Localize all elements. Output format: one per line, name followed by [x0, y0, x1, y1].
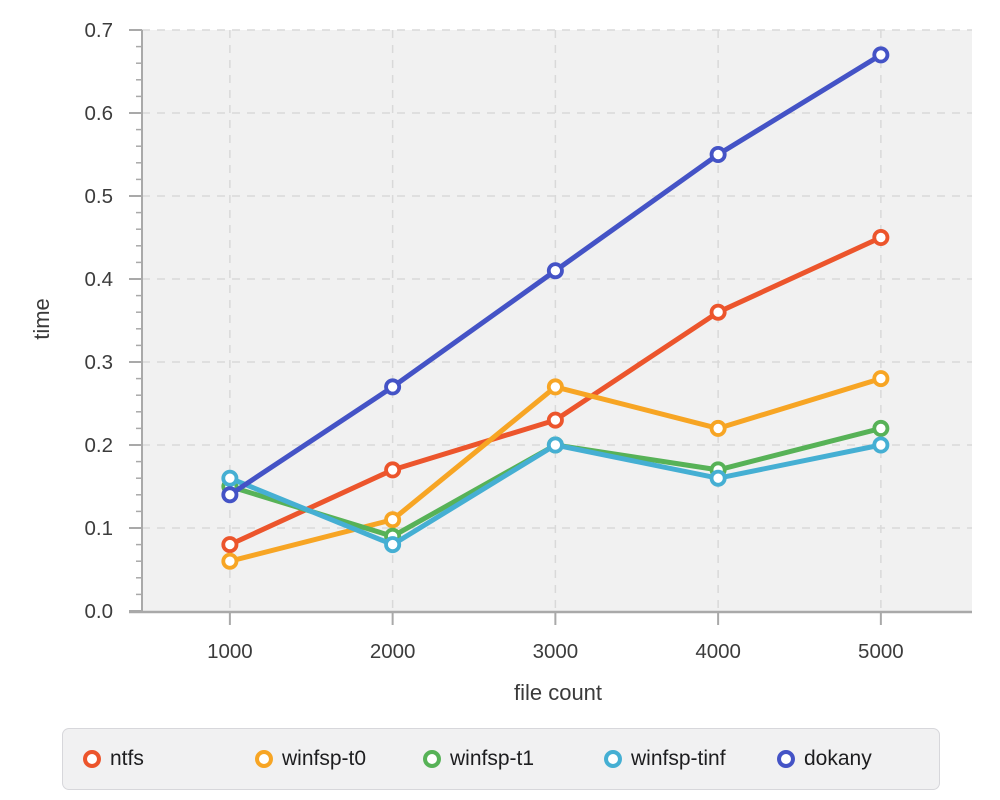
y-tick-label: 0.5	[85, 185, 114, 208]
legend-marker-icon	[423, 750, 441, 768]
legend-marker-icon	[83, 750, 101, 768]
x-tick-label: 3000	[533, 640, 579, 663]
y-tick-label: 0.6	[85, 102, 114, 125]
marker-winfsp-tinf	[221, 469, 239, 487]
marker-dokany	[872, 46, 890, 64]
marker-ntfs	[872, 228, 890, 246]
marker-winfsp-t0	[546, 378, 564, 396]
marker-dokany	[221, 486, 239, 504]
marker-ntfs	[384, 461, 402, 479]
legend-marker-icon	[777, 750, 795, 768]
y-tick-label: 0.4	[85, 268, 114, 291]
legend-item-dokany[interactable]: dokany	[777, 747, 937, 771]
marker-dokany	[384, 378, 402, 396]
legend-item-winfsp-tinf[interactable]: winfsp-tinf	[604, 747, 777, 771]
marker-winfsp-tinf	[546, 436, 564, 454]
y-tick-label: 0.7	[85, 19, 114, 42]
series-ntfs	[221, 228, 890, 554]
x-tick-label: 5000	[858, 640, 904, 663]
legend-item-winfsp-t1[interactable]: winfsp-t1	[423, 747, 604, 771]
legend-label: ntfs	[110, 747, 144, 770]
legend-item-winfsp-t0[interactable]: winfsp-t0	[255, 747, 423, 771]
series-winfsp-tinf	[221, 436, 890, 554]
marker-dokany	[546, 262, 564, 280]
y-axis: 0.0 0.1 0.2 0.3 0.4 0.5 0.6 0.7	[85, 19, 142, 623]
x-axis: 1000 2000 3000 4000 5000	[207, 611, 904, 663]
marker-dokany	[709, 145, 727, 163]
legend-marker-icon	[604, 750, 622, 768]
marker-winfsp-tinf	[384, 536, 402, 554]
marker-winfsp-t0	[221, 552, 239, 570]
plot-area	[142, 30, 972, 611]
marker-winfsp-t1	[872, 419, 890, 437]
marker-ntfs	[709, 303, 727, 321]
legend-marker-icon	[255, 750, 273, 768]
legend-label: winfsp-tinf	[631, 747, 726, 770]
marker-winfsp-t0	[872, 370, 890, 388]
legend-label: winfsp-t0	[282, 747, 367, 770]
y-tick-label: 0.0	[85, 600, 114, 623]
x-axis-title: file count	[513, 680, 603, 705]
y-tick-label: 0.2	[85, 434, 114, 457]
marker-ntfs	[546, 411, 564, 429]
legend-label: dokany	[804, 747, 872, 770]
y-tick-label: 0.3	[85, 351, 114, 374]
x-tick-label: 2000	[370, 640, 416, 663]
legend-label: winfsp-t1	[450, 747, 535, 770]
x-tick-label: 1000	[207, 640, 253, 663]
series-dokany	[221, 46, 890, 504]
series-winfsp-t0	[221, 370, 890, 570]
y-tick-label: 0.1	[85, 517, 114, 540]
x-tick-label: 4000	[695, 640, 741, 663]
marker-ntfs	[221, 536, 239, 554]
marker-winfsp-tinf	[709, 469, 727, 487]
marker-winfsp-t0	[384, 511, 402, 529]
legend-item-ntfs[interactable]: ntfs	[83, 747, 255, 771]
marker-winfsp-t0	[709, 419, 727, 437]
y-axis-title: time	[29, 298, 54, 340]
legend: ntfs winfsp-t0 winfsp-t1 winfsp-tinf dokany	[62, 728, 940, 790]
marker-winfsp-tinf	[872, 436, 890, 454]
